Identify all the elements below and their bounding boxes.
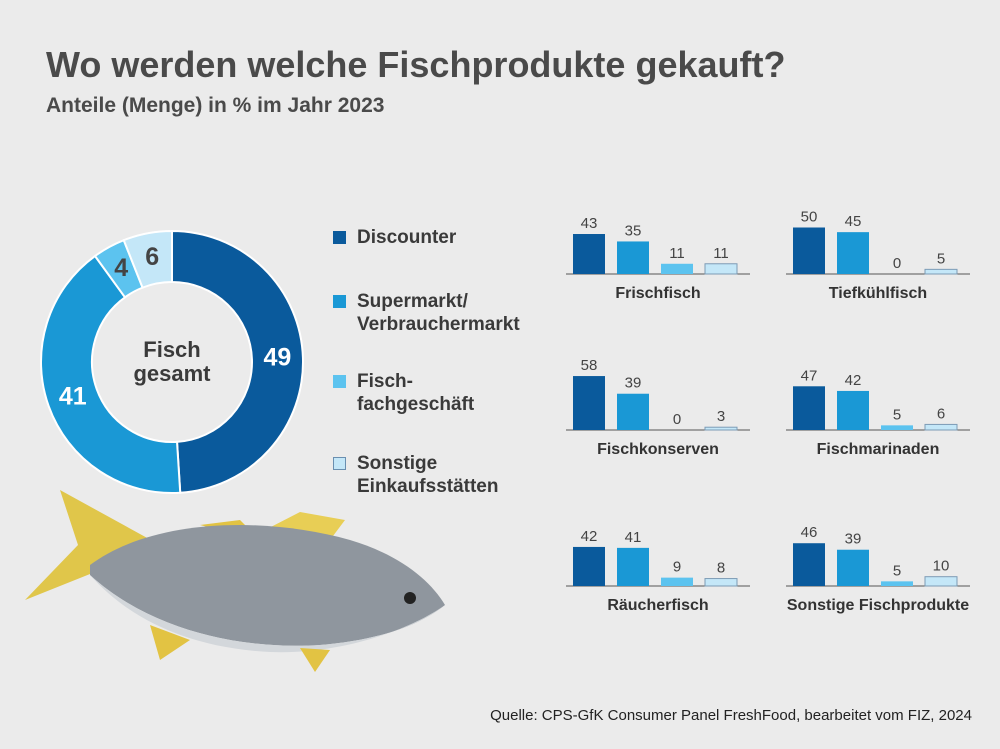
value-label: 3 — [717, 408, 725, 425]
value-label: 5 — [893, 406, 901, 423]
bar — [837, 390, 869, 430]
value-label: 45 — [845, 213, 862, 230]
bar — [573, 546, 605, 586]
value-label: 41 — [59, 382, 87, 410]
bar — [617, 393, 649, 430]
bar — [881, 581, 913, 586]
value-label: 50 — [801, 209, 818, 226]
value-label: 46 — [801, 524, 818, 541]
bar — [617, 241, 649, 274]
value-label: 9 — [673, 559, 681, 576]
bar — [924, 576, 958, 587]
chart-label: Frischfisch — [615, 285, 700, 302]
value-label: 49 — [264, 343, 292, 371]
legend-label: Sonstige Einkaufsstätten — [357, 453, 499, 497]
bar — [924, 423, 958, 431]
bar — [793, 386, 825, 430]
legend-entry: Sonstige Einkaufsstätten — [333, 452, 507, 498]
bar — [661, 577, 693, 586]
value-label: 5 — [893, 562, 901, 579]
value-label: 47 — [801, 367, 818, 384]
donut-slice — [122, 229, 173, 289]
value-label: 8 — [717, 560, 725, 577]
bar — [793, 543, 825, 586]
value-label: 11 — [669, 245, 685, 262]
legend-swatch — [333, 295, 346, 308]
value-label: 5 — [937, 250, 945, 267]
value-label: 43 — [581, 215, 598, 232]
value-label: 58 — [581, 357, 598, 374]
value-label: 6 — [937, 405, 945, 422]
value-label: 0 — [893, 255, 901, 272]
bar — [573, 234, 605, 274]
bar — [924, 268, 958, 275]
value-label: 10 — [933, 558, 950, 575]
bar — [661, 263, 693, 274]
bar — [704, 263, 738, 275]
bar — [704, 578, 738, 587]
subtitle: Anteile (Menge) in % im Jahr 2023 — [46, 94, 385, 117]
legend-swatch — [333, 231, 346, 244]
title: Wo werden welche Fischprodukte gekauft? — [46, 44, 786, 85]
donut-slice — [40, 254, 182, 494]
legend-entry: Fisch- fachgeschäft — [333, 370, 507, 416]
bar — [837, 232, 869, 274]
bar — [617, 547, 649, 586]
chart-label: Fischkonserven — [597, 441, 719, 458]
legend-label: Supermarkt/ Verbrauchermarkt — [357, 291, 520, 335]
donut-slice — [171, 229, 305, 494]
value-label: 0 — [673, 411, 681, 428]
bar — [837, 549, 869, 586]
value-label: 42 — [845, 372, 862, 389]
value-label: 42 — [581, 528, 598, 545]
center-label: Fisch gesamt — [133, 337, 211, 386]
chart-label: Tiefkühlfisch — [829, 285, 927, 302]
legend-entry: Supermarkt/ Verbrauchermarkt — [333, 290, 557, 336]
source: Quelle: CPS-GfK Consumer Panel FreshFood… — [490, 707, 972, 724]
value-label: 11 — [713, 245, 729, 262]
value-label: 6 — [145, 243, 159, 271]
bar — [881, 425, 913, 430]
value-label: 39 — [845, 531, 862, 548]
bar — [793, 227, 825, 274]
chart-label: Fischmarinaden — [817, 441, 940, 458]
chart-label: Räucherfisch — [607, 597, 708, 614]
legend-label: Fisch- fachgeschäft — [357, 371, 475, 415]
fish-illustration — [25, 490, 445, 672]
legend-swatch — [333, 375, 346, 388]
bar — [573, 376, 605, 430]
value-label: 41 — [625, 529, 642, 546]
chart-label: Sonstige Fischprodukte — [787, 597, 969, 614]
value-label: 4 — [114, 254, 128, 282]
legend-swatch — [333, 457, 346, 470]
bar — [704, 426, 738, 431]
value-label: 35 — [625, 222, 642, 239]
legend-label: Discounter — [357, 227, 457, 248]
legend-entry: Discounter — [333, 226, 507, 249]
value-label: 39 — [625, 375, 642, 392]
